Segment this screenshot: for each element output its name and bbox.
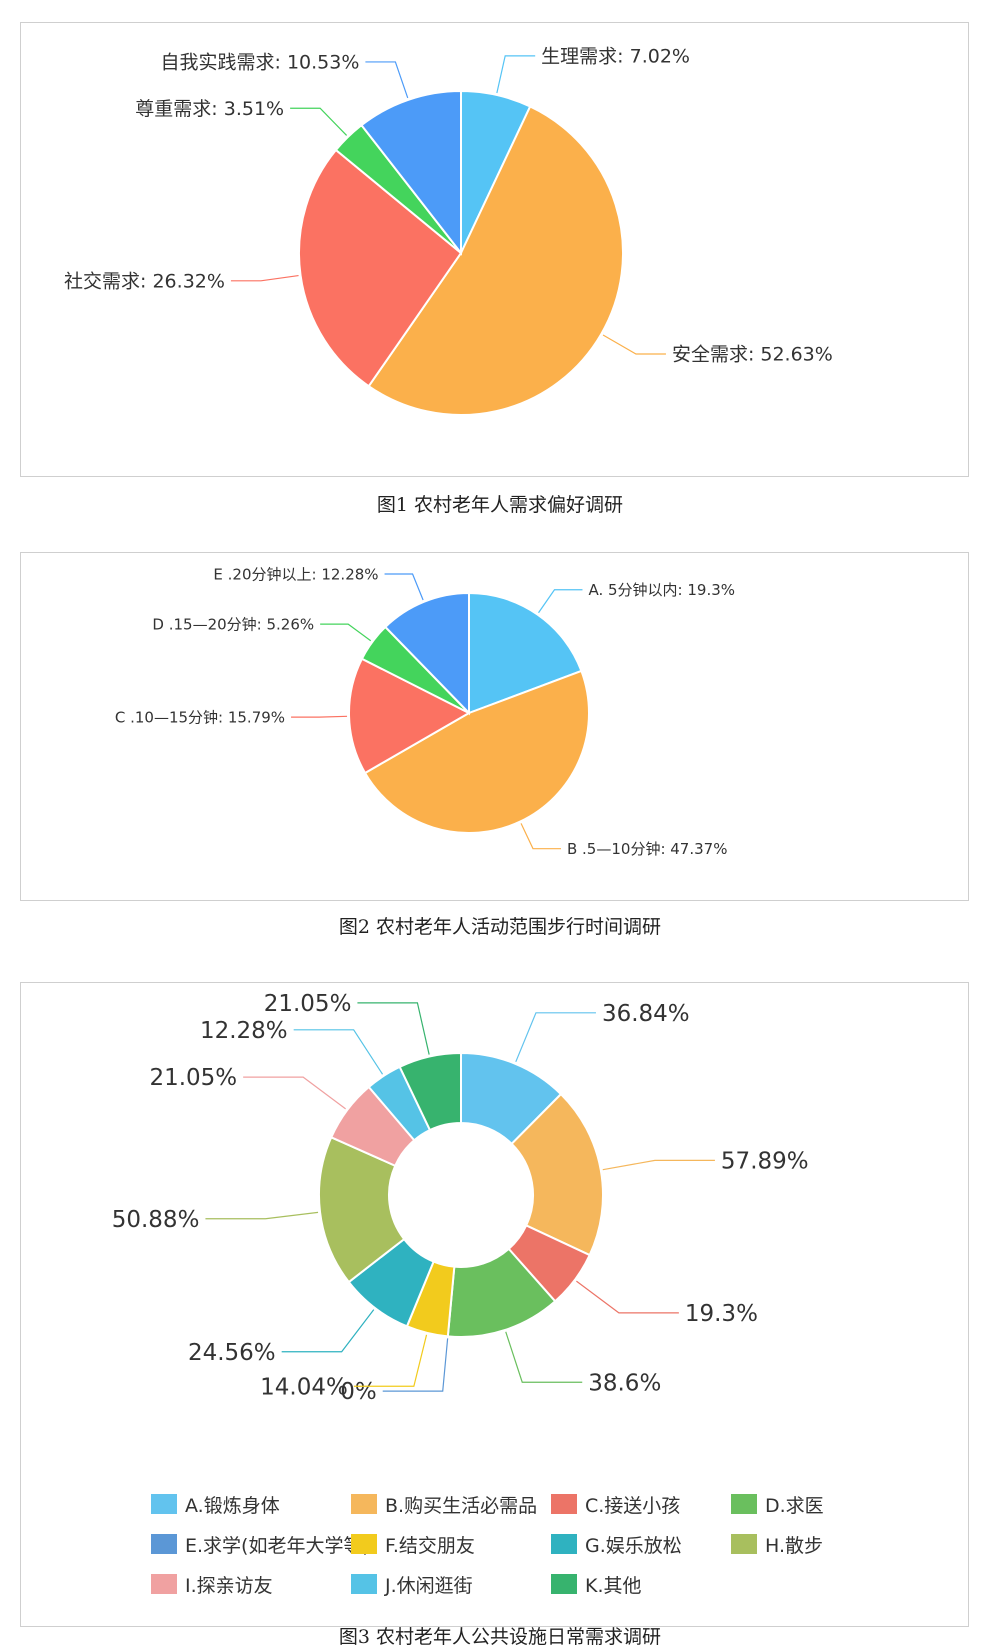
legend-label: C.接送小孩 bbox=[585, 1494, 681, 1517]
chart3-leader-1 bbox=[602, 1159, 715, 1171]
legend-swatch bbox=[551, 1534, 577, 1554]
legend-item-8[interactable]: I.探亲访友 bbox=[151, 1571, 273, 1597]
chart3-leader-7 bbox=[205, 1211, 319, 1220]
chart3-data-label-7: 50.88% bbox=[112, 1207, 200, 1233]
chart3-data-label-4: 0% bbox=[340, 1379, 377, 1405]
chart2-leader-0 bbox=[538, 589, 583, 614]
legend-label: B.购买生活必需品 bbox=[385, 1494, 538, 1517]
chart3-slice-10 bbox=[398, 1051, 462, 1132]
chart2-slice-1 bbox=[363, 669, 590, 834]
legend-item-0[interactable]: A.锻炼身体 bbox=[151, 1491, 280, 1517]
chart2-slice-4 bbox=[383, 591, 470, 716]
legend-swatch bbox=[151, 1574, 177, 1594]
chart3-leader-6 bbox=[281, 1309, 375, 1353]
chart3-leader-10 bbox=[357, 1002, 430, 1055]
chart2-leader-4 bbox=[384, 573, 424, 601]
chart1-slice-4 bbox=[360, 89, 462, 256]
chart3-leader-0 bbox=[515, 1012, 596, 1063]
chart2-data-label-4: E .20分钟以上: 12.28% bbox=[213, 565, 378, 583]
legend-item-1[interactable]: B.购买生活必需品 bbox=[351, 1491, 537, 1517]
legend-item-6[interactable]: G.娱乐放松 bbox=[551, 1531, 682, 1557]
chart-panel-1: 生理需求: 7.02% 安全需求: 52.63% 社交需求: 26.32% 尊重需求:… bbox=[20, 22, 969, 477]
legend-item-5[interactable]: F.结交朋友 bbox=[351, 1531, 475, 1557]
donut-chart-3: 36.84% 57.89% 19.3% 38.6% 0%14.04% 24.56% 50.8… bbox=[112, 991, 809, 1405]
chart1-data-label-2: 社交需求: 26.32% bbox=[64, 270, 225, 292]
chart1-data-label-3: 尊重需求: 3.51% bbox=[135, 98, 284, 120]
chart1-leader-4 bbox=[365, 61, 409, 99]
legend-swatch bbox=[551, 1574, 577, 1594]
chart1-slice-1 bbox=[367, 105, 624, 416]
legend-swatch bbox=[731, 1494, 757, 1514]
legend-label: H.散步 bbox=[765, 1534, 823, 1557]
chart3-leader-4 bbox=[382, 1338, 449, 1392]
chart3-leader-5 bbox=[353, 1334, 428, 1387]
chart3-leader-8 bbox=[243, 1076, 346, 1110]
legend-swatch bbox=[551, 1494, 577, 1514]
chart3-data-label-10: 21.05% bbox=[264, 991, 352, 1017]
chart1-leader-1 bbox=[602, 334, 666, 355]
chart3-slice-7 bbox=[318, 1135, 406, 1284]
chart3-data-label-0: 36.84% bbox=[602, 1001, 690, 1027]
chart2-leader-3 bbox=[320, 623, 372, 642]
chart-caption-2: 图2 农村老年人活动范围步行时间调研 bbox=[338, 916, 662, 938]
pie-chart-2: A. 5分钟以内: 19.3% B .5—10分钟: 47.37% C .10—15… bbox=[115, 565, 735, 858]
legend-label: E.求学(如老年大学等) bbox=[185, 1534, 370, 1557]
chart2-data-label-1: B .5—10分钟: 47.37% bbox=[567, 840, 727, 858]
legend-label: K.其他 bbox=[585, 1574, 642, 1597]
chart1-data-label-1: 安全需求: 52.63% bbox=[672, 344, 833, 366]
pie-chart-1: 生理需求: 7.02% 安全需求: 52.63% 社交需求: 26.32% 尊重需求:… bbox=[64, 46, 833, 416]
legend-swatch bbox=[351, 1534, 377, 1554]
chart3-data-label-9: 12.28% bbox=[200, 1018, 288, 1044]
chart-caption-3: 图3 农村老年人公共设施日常需求调研 bbox=[338, 1626, 662, 1648]
chart2-data-label-2: C .10—15分钟: 15.79% bbox=[115, 708, 285, 726]
chart3-leader-2 bbox=[576, 1280, 679, 1314]
legend-label: J.休闲逛街 bbox=[385, 1574, 473, 1597]
legend-item-7[interactable]: H.散步 bbox=[731, 1531, 823, 1557]
chart2-data-label-0: A. 5分钟以内: 19.3% bbox=[588, 581, 735, 599]
chart3-data-label-5: 14.04% bbox=[260, 1374, 348, 1400]
legend-swatch bbox=[151, 1494, 177, 1514]
legend-label: D.求医 bbox=[765, 1494, 824, 1517]
chart2-leader-1 bbox=[520, 823, 561, 850]
chart3-data-label-6: 24.56% bbox=[188, 1340, 276, 1366]
chart3-slice-1 bbox=[510, 1092, 604, 1257]
legend-label: G.娱乐放松 bbox=[585, 1534, 682, 1557]
chart2-data-label-3: D .15—20分钟: 5.26% bbox=[152, 615, 314, 633]
legend-swatch bbox=[731, 1534, 757, 1554]
legend-label: I.探亲访友 bbox=[185, 1574, 273, 1597]
chart3-data-label-8: 21.05% bbox=[149, 1065, 237, 1091]
chart2-slice-0 bbox=[468, 591, 583, 715]
legend-swatch bbox=[351, 1574, 377, 1594]
legend-swatch bbox=[351, 1494, 377, 1514]
chart2-leader-2 bbox=[291, 715, 348, 718]
legend-item-9[interactable]: J.休闲逛街 bbox=[351, 1571, 473, 1597]
legend-item-4[interactable]: E.求学(如老年大学等) bbox=[151, 1531, 370, 1557]
chart2-slice-2 bbox=[348, 657, 472, 775]
chart3-data-label-3: 38.6% bbox=[588, 1370, 661, 1396]
chart1-leader-2 bbox=[230, 274, 299, 282]
legend-label: F.结交朋友 bbox=[385, 1534, 475, 1557]
chart-caption-1: 图1 农村老年人需求偏好调研 bbox=[376, 494, 624, 516]
chart1-data-label-0: 生理需求: 7.02% bbox=[541, 46, 690, 68]
legend-item-10[interactable]: K.其他 bbox=[551, 1571, 642, 1597]
chart1-slice-2 bbox=[298, 148, 463, 388]
chart1-data-label-4: 自我实践需求: 10.53% bbox=[161, 52, 360, 74]
chart1-leader-0 bbox=[496, 55, 536, 94]
legend-label: A.锻炼身体 bbox=[185, 1494, 280, 1517]
chart3-leader-9 bbox=[293, 1029, 384, 1075]
legend-item-2[interactable]: C.接送小孩 bbox=[551, 1491, 680, 1517]
chart-panel-3: 36.84% 57.89% 19.3% 38.6% 0% 14.04% 24.56% 50.8… bbox=[20, 982, 969, 1627]
legend-item-3[interactable]: D.求医 bbox=[731, 1491, 824, 1517]
legend-swatch bbox=[151, 1534, 177, 1554]
chart1-leader-3 bbox=[290, 107, 348, 136]
chart3-leader-3 bbox=[505, 1331, 583, 1383]
chart3-data-label-2: 19.3% bbox=[685, 1301, 758, 1327]
chart3-data-label-1: 57.89% bbox=[721, 1148, 809, 1174]
chart-panel-2: A. 5分钟以内: 19.3% B .5—10分钟: 47.37% C .10—15… bbox=[20, 552, 969, 901]
